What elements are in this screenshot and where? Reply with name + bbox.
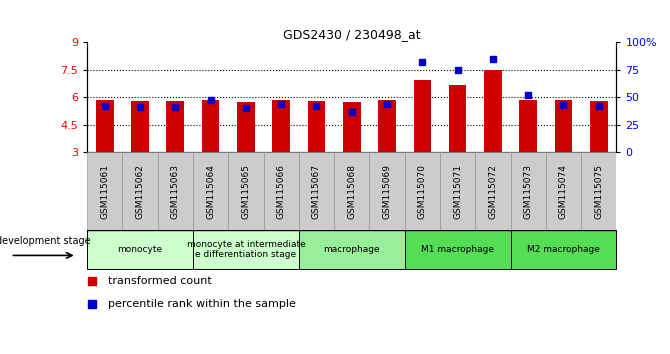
Bar bbox=[449, 85, 466, 152]
Text: GSM115075: GSM115075 bbox=[594, 164, 603, 219]
Text: GSM115066: GSM115066 bbox=[277, 164, 285, 219]
Text: transformed count: transformed count bbox=[109, 275, 212, 286]
Text: GSM115068: GSM115068 bbox=[347, 164, 356, 219]
Bar bbox=[166, 101, 184, 152]
Text: GSM115073: GSM115073 bbox=[524, 164, 533, 219]
Title: GDS2430 / 230498_at: GDS2430 / 230498_at bbox=[283, 28, 421, 41]
Text: GSM115072: GSM115072 bbox=[488, 164, 497, 219]
Text: M1 macrophage: M1 macrophage bbox=[421, 245, 494, 254]
Bar bbox=[475, 152, 511, 230]
Bar bbox=[308, 101, 325, 152]
Bar bbox=[369, 152, 405, 230]
Bar bbox=[484, 70, 502, 152]
Text: GSM115074: GSM115074 bbox=[559, 164, 568, 219]
Text: GSM115070: GSM115070 bbox=[418, 164, 427, 219]
Text: monocyte at intermediate
e differentiation stage: monocyte at intermediate e differentiati… bbox=[186, 240, 306, 259]
Bar bbox=[519, 100, 537, 152]
Bar bbox=[96, 100, 114, 152]
Bar bbox=[334, 152, 369, 230]
Bar bbox=[193, 152, 228, 230]
Text: GSM115067: GSM115067 bbox=[312, 164, 321, 219]
Bar bbox=[546, 152, 581, 230]
Text: GSM115062: GSM115062 bbox=[135, 164, 145, 219]
Bar bbox=[343, 102, 360, 152]
Bar bbox=[405, 152, 440, 230]
Bar bbox=[157, 152, 193, 230]
Bar bbox=[405, 230, 511, 269]
Text: percentile rank within the sample: percentile rank within the sample bbox=[109, 298, 296, 309]
Bar bbox=[511, 152, 546, 230]
Bar bbox=[228, 152, 263, 230]
Text: macrophage: macrophage bbox=[324, 245, 380, 254]
Text: GSM115065: GSM115065 bbox=[241, 164, 251, 219]
Bar bbox=[193, 230, 299, 269]
Bar bbox=[237, 102, 255, 152]
Bar bbox=[202, 100, 220, 152]
Text: GSM115063: GSM115063 bbox=[171, 164, 180, 219]
Bar bbox=[590, 101, 608, 152]
Bar bbox=[581, 152, 616, 230]
Bar bbox=[272, 100, 290, 152]
Bar bbox=[413, 80, 431, 152]
Bar bbox=[555, 101, 572, 152]
Bar bbox=[299, 230, 405, 269]
Bar bbox=[299, 152, 334, 230]
Text: GSM115069: GSM115069 bbox=[383, 164, 391, 219]
Bar bbox=[511, 230, 616, 269]
Bar bbox=[131, 101, 149, 152]
Text: monocyte: monocyte bbox=[117, 245, 163, 254]
Bar bbox=[87, 152, 123, 230]
Text: GSM115061: GSM115061 bbox=[100, 164, 109, 219]
Bar bbox=[440, 152, 475, 230]
Text: GSM115064: GSM115064 bbox=[206, 164, 215, 219]
Text: GSM115071: GSM115071 bbox=[453, 164, 462, 219]
Bar bbox=[87, 230, 193, 269]
Bar bbox=[378, 101, 396, 152]
Bar bbox=[123, 152, 157, 230]
Text: M2 macrophage: M2 macrophage bbox=[527, 245, 600, 254]
Bar bbox=[263, 152, 299, 230]
Text: development stage: development stage bbox=[0, 236, 91, 246]
